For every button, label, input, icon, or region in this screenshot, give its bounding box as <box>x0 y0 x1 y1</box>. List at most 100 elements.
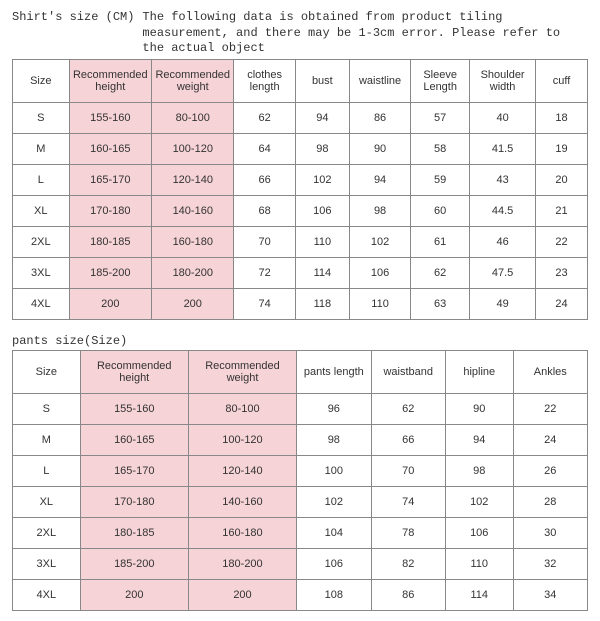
table-cell: 70 <box>234 226 295 257</box>
table-cell: 106 <box>445 517 513 548</box>
table-cell: 200 <box>80 579 188 610</box>
column-header: Sleeve Length <box>411 59 470 102</box>
table-cell: 185-200 <box>69 257 151 288</box>
table-cell: 66 <box>234 164 295 195</box>
table-cell: M <box>13 133 70 164</box>
table-cell: 80-100 <box>152 102 234 133</box>
column-header: Recommended height <box>80 350 188 393</box>
table-cell: 86 <box>349 102 410 133</box>
table-cell: 180-200 <box>152 257 234 288</box>
pants-size-label: pants size(Size) <box>12 334 588 348</box>
table-cell: 170-180 <box>69 195 151 226</box>
table-cell: 120-140 <box>188 455 296 486</box>
column-header: cuff <box>536 59 588 102</box>
table-cell: 34 <box>513 579 587 610</box>
table-cell: 2XL <box>13 517 81 548</box>
table-cell: 49 <box>470 288 536 319</box>
table-row: M160-165100-12098669424 <box>13 424 588 455</box>
table-cell: 102 <box>297 486 371 517</box>
shirt-size-label: Shirt's size (CM) <box>12 10 134 24</box>
table-cell: 104 <box>297 517 371 548</box>
table-cell: 22 <box>536 226 588 257</box>
table-cell: 102 <box>445 486 513 517</box>
column-header: Recommended weight <box>152 59 234 102</box>
table-row: 3XL185-200180-200721141066247.523 <box>13 257 588 288</box>
table-cell: 90 <box>349 133 410 164</box>
table-cell: 58 <box>411 133 470 164</box>
column-header: pants length <box>297 350 371 393</box>
table-cell: XL <box>13 195 70 226</box>
table-cell: 22 <box>513 393 587 424</box>
table-cell: 3XL <box>13 257 70 288</box>
table-row: 2XL180-185160-1801047810630 <box>13 517 588 548</box>
table-cell: 160-180 <box>188 517 296 548</box>
table-cell: 180-185 <box>69 226 151 257</box>
table-cell: 94 <box>295 102 349 133</box>
table-cell: 94 <box>349 164 410 195</box>
table-cell: 100-120 <box>188 424 296 455</box>
table-cell: 160-165 <box>80 424 188 455</box>
table-cell: 110 <box>349 288 410 319</box>
table-row: M160-165100-1206498905841.519 <box>13 133 588 164</box>
column-header: clothes length <box>234 59 295 102</box>
table-cell: L <box>13 455 81 486</box>
table-cell: 170-180 <box>80 486 188 517</box>
table-cell: 110 <box>295 226 349 257</box>
table-cell: 41.5 <box>470 133 536 164</box>
table-cell: 28 <box>513 486 587 517</box>
table-cell: 86 <box>371 579 445 610</box>
table-cell: 63 <box>411 288 470 319</box>
table-cell: 100 <box>297 455 371 486</box>
table-cell: 160-165 <box>69 133 151 164</box>
column-header: waistband <box>371 350 445 393</box>
table-cell: 21 <box>536 195 588 226</box>
shirt-size-note: The following data is obtained from prod… <box>142 10 588 57</box>
table-cell: 200 <box>188 579 296 610</box>
table-cell: 118 <box>295 288 349 319</box>
table-cell: 140-160 <box>188 486 296 517</box>
table-cell: 165-170 <box>69 164 151 195</box>
table-cell: 47.5 <box>470 257 536 288</box>
table-cell: 44.5 <box>470 195 536 226</box>
table-cell: 3XL <box>13 548 81 579</box>
table-cell: 180-200 <box>188 548 296 579</box>
table-row: 4XL20020074118110634924 <box>13 288 588 319</box>
table-cell: 120-140 <box>152 164 234 195</box>
table-cell: 74 <box>234 288 295 319</box>
table-cell: S <box>13 393 81 424</box>
table-cell: 70 <box>371 455 445 486</box>
column-header: Recommended height <box>69 59 151 102</box>
table-cell: XL <box>13 486 81 517</box>
table-cell: 98 <box>445 455 513 486</box>
column-header: Shoulder width <box>470 59 536 102</box>
table-cell: 61 <box>411 226 470 257</box>
table-cell: 106 <box>349 257 410 288</box>
table-cell: 82 <box>371 548 445 579</box>
table-cell: 94 <box>445 424 513 455</box>
table-cell: 160-180 <box>152 226 234 257</box>
table-row: S155-16080-10096629022 <box>13 393 588 424</box>
table-cell: 68 <box>234 195 295 226</box>
table-cell: 114 <box>295 257 349 288</box>
table-cell: 200 <box>152 288 234 319</box>
column-header: Size <box>13 350 81 393</box>
table-cell: 2XL <box>13 226 70 257</box>
table-cell: 98 <box>349 195 410 226</box>
table-cell: 62 <box>234 102 295 133</box>
table-cell: 180-185 <box>80 517 188 548</box>
table-cell: S <box>13 102 70 133</box>
table-cell: 30 <box>513 517 587 548</box>
table-cell: 80-100 <box>188 393 296 424</box>
table-cell: 64 <box>234 133 295 164</box>
table-cell: 155-160 <box>80 393 188 424</box>
table-cell: 114 <box>445 579 513 610</box>
table-cell: 24 <box>536 288 588 319</box>
table-cell: 4XL <box>13 579 81 610</box>
table-cell: 100-120 <box>152 133 234 164</box>
table-cell: 98 <box>295 133 349 164</box>
table-cell: 106 <box>297 548 371 579</box>
table-cell: 24 <box>513 424 587 455</box>
table-cell: 108 <box>297 579 371 610</box>
table-row: 3XL185-200180-2001068211032 <box>13 548 588 579</box>
table-cell: 57 <box>411 102 470 133</box>
